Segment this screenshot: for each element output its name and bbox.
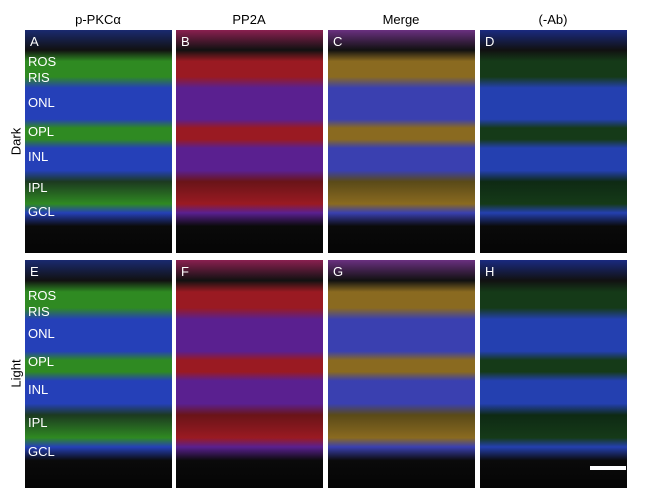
- layer-label: ONL: [28, 95, 55, 110]
- layer-label: INL: [28, 382, 49, 397]
- scale-bar: [590, 466, 626, 470]
- panel-letter: A: [30, 34, 39, 49]
- column-header: (-Ab): [538, 12, 568, 27]
- layer-label: ROS: [28, 288, 57, 303]
- panel-letter: B: [181, 34, 190, 49]
- image-panel: B: [176, 30, 323, 253]
- layer-label: OPL: [28, 124, 55, 139]
- panel-letter: H: [485, 264, 495, 279]
- panel-letter: E: [30, 264, 39, 279]
- image-panel: G: [328, 260, 475, 488]
- column-header: Merge: [382, 12, 420, 27]
- layer-label: INL: [28, 149, 49, 164]
- row-label: Light: [8, 359, 24, 388]
- row-label: Dark: [8, 127, 24, 155]
- image-panel: C: [328, 30, 475, 253]
- layer-label: RIS: [28, 70, 50, 85]
- image-panel: D: [480, 30, 627, 253]
- column-header: PP2A: [232, 12, 266, 27]
- panel-letter: D: [485, 34, 495, 49]
- panel-letter: G: [333, 264, 344, 279]
- layer-label: GCL: [28, 444, 55, 459]
- layer-label: IPL: [28, 415, 48, 430]
- layer-label: IPL: [28, 180, 48, 195]
- image-panel: A ROS RIS ONL OPL INL IPL GCL: [25, 30, 172, 253]
- layer-label: RIS: [28, 304, 50, 319]
- layer-label: ROS: [28, 54, 57, 69]
- image-panel: F: [176, 260, 323, 488]
- layer-label: OPL: [28, 354, 55, 369]
- panel-letter: C: [333, 34, 343, 49]
- image-panel: E ROS RIS ONL OPL INL IPL GCL: [25, 260, 172, 488]
- layer-label: GCL: [28, 204, 55, 219]
- layer-label: ONL: [28, 326, 55, 341]
- column-header: p-PKCα: [75, 12, 121, 27]
- image-panel: H: [480, 260, 627, 488]
- panel-letter: F: [181, 264, 189, 279]
